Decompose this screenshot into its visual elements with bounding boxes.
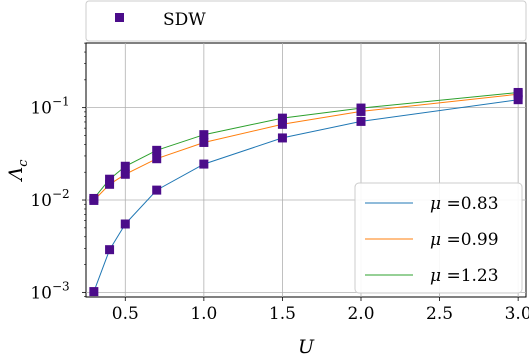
legend-entry-label: μ =0.99 [430, 230, 499, 250]
plot-frame [85, 42, 527, 298]
x-tick-label: 3.0 [505, 304, 529, 324]
data-point [89, 193, 99, 203]
x-tick-label: 2.0 [347, 304, 374, 324]
data-point [152, 145, 162, 155]
axis-ticks: 0.5 1.0 1.5 2.0 2.5 3.0 10−3 10−2 10−1 [30, 42, 529, 324]
data-point [105, 174, 115, 184]
x-tick-label: 2.5 [426, 304, 453, 324]
data-point [199, 159, 209, 169]
data-point [199, 130, 209, 140]
marker-legend-frame [85, 0, 527, 42]
sdw-marker-swatch [115, 13, 124, 22]
x-tick-label: 1.0 [190, 304, 217, 324]
data-point [152, 185, 162, 195]
sdw-markers [89, 87, 523, 297]
line-legend-frame [354, 182, 523, 294]
sdw-legend-label: SDW [163, 10, 206, 30]
data-point [120, 219, 130, 229]
line-legend: μ =0.83 μ =0.99 μ =1.23 [354, 182, 523, 294]
data-point [105, 245, 115, 255]
data-point [513, 95, 523, 105]
data-point [356, 103, 366, 113]
svg-text:Λc: Λc [5, 159, 31, 183]
data-point [277, 133, 287, 143]
y-tick-label: 10−1 [30, 95, 69, 119]
marker-legend: SDW [85, 0, 527, 42]
data-point [199, 137, 209, 147]
data-point [356, 116, 366, 126]
x-tick-label: 1.5 [269, 304, 296, 324]
data-point [277, 119, 287, 129]
data-point [120, 169, 130, 179]
data-point [277, 113, 287, 123]
data-point [105, 179, 115, 189]
y-tick-label: 10−2 [30, 187, 69, 211]
x-tick-label: 0.5 [112, 304, 139, 324]
data-point [513, 87, 523, 97]
legend-entry-label: μ =1.23 [430, 266, 499, 286]
x-axis-label: U [298, 336, 315, 358]
data-point [89, 287, 99, 297]
y-tick-label: 10−3 [30, 279, 69, 303]
legend-entry-label: μ =0.83 [430, 194, 499, 214]
y-axis-label: Λc [5, 159, 31, 183]
data-point [152, 154, 162, 164]
data-point [120, 161, 130, 171]
